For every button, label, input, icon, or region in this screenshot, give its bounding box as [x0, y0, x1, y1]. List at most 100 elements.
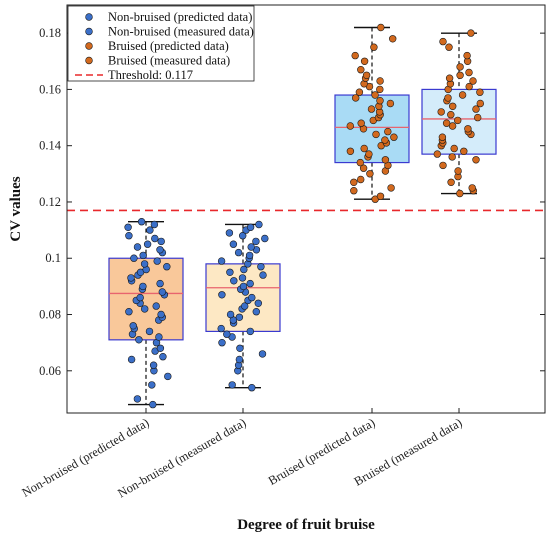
data-point: [246, 223, 255, 232]
data-point: [133, 395, 142, 403]
data-point: [218, 291, 226, 299]
data-point: [433, 150, 441, 158]
data-point: [474, 113, 482, 122]
data-point: [239, 282, 248, 291]
data-point: [226, 268, 234, 276]
data-point: [156, 279, 164, 288]
data-point: [130, 254, 138, 262]
data-point: [153, 257, 161, 265]
data-point: [158, 288, 167, 296]
data-point: [454, 116, 462, 125]
data-point: [381, 136, 389, 144]
data-point: [254, 299, 262, 307]
data-point: [229, 240, 238, 248]
box-group: [205, 223, 281, 389]
data-point: [217, 324, 225, 333]
data-point: [377, 23, 385, 32]
data-point: [472, 156, 480, 164]
data-point: [239, 232, 247, 240]
data-point: [133, 243, 142, 251]
data-point: [236, 344, 244, 352]
data-point: [156, 344, 165, 352]
legend-marker: [85, 13, 93, 21]
data-point: [456, 63, 464, 71]
data-point: [387, 184, 395, 192]
legend-label: Bruised (measured data): [108, 54, 230, 68]
data-point: [145, 327, 154, 336]
data-point: [217, 257, 226, 265]
data-point: [386, 99, 395, 108]
data-point: [456, 71, 464, 80]
data-point: [458, 91, 467, 99]
data-point: [149, 400, 157, 409]
data-point: [357, 175, 365, 184]
data-point: [365, 150, 373, 158]
data-point: [351, 51, 359, 60]
box-iqr: [205, 263, 281, 332]
data-point: [151, 234, 159, 243]
data-point: [124, 223, 132, 232]
data-point: [127, 355, 136, 364]
data-point: [261, 234, 269, 243]
x-axis-title: Degree of fruit bruise: [237, 517, 375, 533]
data-point: [252, 237, 260, 246]
data-point: [150, 220, 159, 229]
data-point: [389, 35, 397, 43]
x-axis-ticks: Non-bruised (predicted data)Non-bruised …: [19, 408, 465, 500]
data-point: [125, 232, 133, 240]
data-point: [240, 265, 248, 274]
legend-label: Bruised (predicted data): [108, 39, 229, 53]
data-point: [376, 77, 384, 85]
data-point: [350, 178, 358, 187]
y-tick-label: 0.1: [45, 251, 61, 265]
data-point: [370, 43, 378, 51]
data-point: [252, 308, 260, 316]
data-point: [464, 125, 472, 133]
data-point: [235, 355, 244, 364]
data-point: [463, 51, 471, 60]
data-point: [465, 68, 473, 77]
data-point: [159, 353, 167, 361]
data-point: [444, 94, 452, 102]
data-point: [139, 282, 147, 291]
data-point: [235, 313, 244, 321]
data-point: [352, 94, 360, 102]
data-point: [248, 293, 256, 302]
y-tick-label: 0.12: [39, 195, 61, 209]
data-point: [241, 302, 249, 310]
legend-marker: [85, 42, 93, 50]
data-point: [390, 133, 398, 141]
data-point: [238, 274, 247, 282]
data-point: [143, 240, 152, 248]
data-point: [357, 119, 365, 127]
data-point: [371, 91, 379, 99]
data-point: [465, 82, 473, 91]
data-point: [460, 147, 468, 156]
data-point: [257, 263, 265, 271]
data-point: [438, 133, 447, 141]
data-point: [245, 251, 254, 260]
data-point: [450, 144, 458, 153]
data-point: [346, 122, 354, 130]
data-point: [476, 88, 484, 96]
data-point: [248, 384, 256, 392]
data-point: [149, 361, 158, 369]
data-point: [155, 333, 163, 341]
data-point: [448, 153, 456, 161]
data-point: [442, 119, 451, 127]
legend-marker: [85, 27, 93, 36]
data-point: [125, 308, 133, 316]
data-point: [218, 339, 226, 347]
data-point: [346, 147, 355, 156]
y-tick-label: 0.16: [39, 82, 61, 96]
data-point: [372, 130, 380, 139]
points-layer: [124, 23, 484, 409]
data-point: [360, 57, 369, 65]
data-point: [156, 246, 164, 254]
data-point: [137, 218, 146, 226]
data-point: [135, 336, 143, 344]
y-tick-label: 0.08: [39, 308, 61, 322]
data-point: [148, 381, 156, 389]
y-axis-title: CV values: [8, 176, 24, 241]
